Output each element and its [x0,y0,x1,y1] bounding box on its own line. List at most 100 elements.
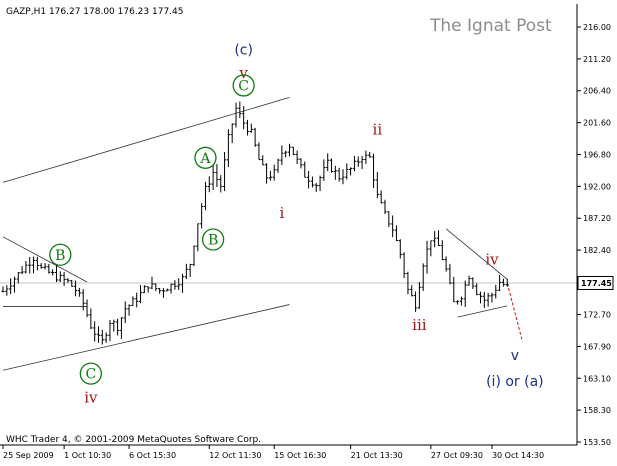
ohlc-bar [200,203,204,229]
ohlc-bar [1,286,5,293]
ohlc-bar [43,262,47,270]
wave-label: A [199,151,211,167]
wave-label: B [55,248,65,264]
ohlc-bar [112,319,116,332]
y-tick-label: 192.00 [583,182,611,191]
ohlc-bar [165,288,169,292]
ohlc-bar [410,285,414,297]
ohlc-bar [436,230,441,247]
ohlc-bar [299,158,303,169]
y-tick-label: 216.00 [583,23,611,32]
wave-label: v [511,348,519,364]
ohlc-bar [222,151,227,192]
ohlc-bar [261,155,265,166]
ohlc-bar [478,291,483,304]
y-tick-label: 187.20 [583,214,611,223]
ohlc-bar [180,273,185,293]
ohlc-bar [93,321,97,342]
ohlc-bar [387,211,391,227]
last-price-label: 177.45 [581,279,612,288]
ohlc-bar [501,278,506,287]
ohlc-bar [452,276,456,303]
ohlc-bar [173,280,177,290]
ohlc-bar [444,256,448,272]
ohlc-bar [35,256,39,271]
ohlc-bar [28,257,32,274]
ohlc-bar [226,129,230,167]
ohlc-bar [264,163,269,184]
ohlc-bar [54,264,59,283]
wave-label: B [208,232,218,248]
ohlc-bar [303,161,307,178]
ohlc-bar [123,301,127,324]
ohlc-bar [24,261,28,274]
ohlc-bar [188,263,192,277]
trendline-upper-channel [2,97,290,183]
x-tick-label: 25 Sep 2009 [3,451,54,460]
ohlc-bar [475,283,479,296]
y-tick-label: 153.50 [583,438,611,447]
ohlc-bar [100,329,104,345]
ohlc-bar [47,263,51,274]
x-tick-label: 27 Oct 09:30 [431,451,483,460]
ohlc-bar [234,102,238,128]
ohlc-bar [66,278,70,283]
ohlc-bar [486,292,490,307]
ohlc-bar [161,288,166,298]
ohlc-bar [192,245,196,267]
ohlc-bar [337,167,341,182]
trendline-triangle-top-left [2,236,88,283]
ohlc-bar [89,308,93,330]
wave-label: (c) [234,43,253,59]
ohlc-bar [207,176,211,193]
ohlc-bar [154,283,158,292]
x-tick-label: 12 Oct 11:30 [209,451,261,460]
ohlc-bar [280,145,284,166]
ohlc-bar [494,284,498,299]
ohlc-bar [268,170,272,181]
projection-line [506,283,524,342]
ohlc-bar [203,181,208,211]
ohlc-bar [85,299,89,318]
ohlc-bar [455,300,460,305]
wave-label: C [238,78,249,94]
wave-label: C [86,367,97,383]
ohlc-bar [211,164,215,190]
ohlc-bar [440,240,444,261]
ohlc-bar [402,252,406,279]
trendline-triangle-bottom-right [457,305,508,318]
wave-label-circle [232,74,255,97]
wave-label: ii [373,120,383,138]
ohlc-bar [257,142,261,161]
ohlc-bar [215,164,219,188]
ohlc-bar [131,296,135,306]
x-tick-label: 21 Oct 13:30 [351,451,403,460]
symbol-header: GAZP,H1 176.27 178.00 176.23 177.45 [6,7,184,17]
ohlc-bar [158,288,162,294]
last-price-box [577,275,614,290]
ohlc-bar [104,332,108,343]
watermark: The Ignat Post [429,16,552,36]
ohlc-bar [230,123,234,144]
x-tick-label: 1 Oct 10:30 [64,451,111,460]
ohlc-bar [5,285,9,296]
ohlc-bar [16,272,20,284]
ohlc-bar [329,158,334,173]
y-ticks: 216.00 211.20 206.40 201.60 196.80 192.00 187.… [577,23,611,447]
ohlc-bar [272,164,276,181]
ohlc-bar [135,292,139,308]
ohlc-bar [146,286,150,293]
ohlc-bar [96,326,101,343]
wave-label-circle [49,243,72,266]
y-tick-label: 163.10 [583,374,611,383]
last-price-marker: 177.45 [577,275,614,290]
ohlc-bar [291,146,295,156]
y-tick-label: 206.40 [583,87,611,96]
wave-label: (i) or (a) [486,374,544,390]
ohlc-bar [379,190,383,204]
ohlc-bar [391,215,395,238]
axes [0,4,578,446]
ohlc-bar [150,276,154,290]
ohlc-bar [287,143,292,157]
